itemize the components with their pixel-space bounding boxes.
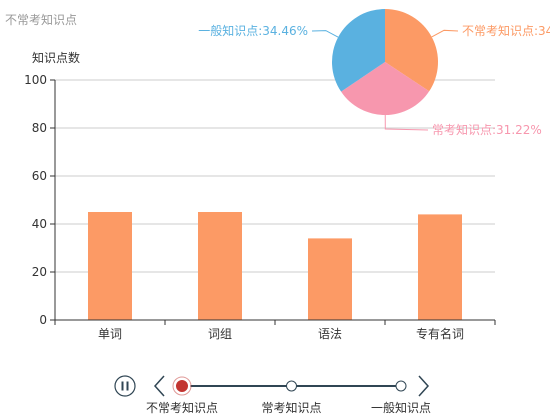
pie-label-line [431,29,459,38]
y-tick-label: 40 [32,217,47,231]
bar-series [88,212,462,320]
y-tick-label: 0 [39,313,47,327]
timeline-label[interactable]: 不常考知识点 [146,401,218,415]
timeline-node[interactable] [286,380,297,392]
pie-label-line [384,114,429,131]
chart-title: 不常考知识点 [5,13,77,27]
bar [88,212,132,320]
bar [308,238,352,320]
timeline-control[interactable]: 不常考知识点 常考知识点 一般知识点 [114,375,431,415]
pause-button[interactable] [114,375,136,397]
pie-slice-label: 常考知识点:31.22% [432,123,542,137]
pie-slice-label: 一般知识点:34.46% [198,23,308,38]
pie-chart: 不常考知识点:34.32% 常考知识点:31.22% 一般知识点:34.46% [198,9,550,137]
x-tick-label: 语法 [318,327,342,341]
pie-label-line [311,30,339,38]
x-tick-label: 专有名词 [416,326,464,341]
pie-slice [341,62,430,115]
timeline-label[interactable]: 一般知识点 [371,400,431,415]
y-tick-label: 20 [32,265,47,279]
bar [418,214,462,320]
next-chevron-icon[interactable] [418,375,430,397]
timeline-node-ring [172,376,192,396]
y-tick-label: 80 [32,121,47,135]
x-tick-label: 词组 [208,327,232,341]
pie-slice [385,9,438,92]
bar [198,212,242,320]
timeline-node[interactable] [395,380,407,392]
pie-slice-label: 不常考知识点:34.32% [462,24,550,38]
y-axis-ticks: 0 20 40 60 80 100 [24,73,55,327]
timeline-node-active[interactable] [174,378,190,394]
x-axis-ticks: 单词 词组 语法 专有名词 [54,320,496,341]
timeline-label[interactable]: 常考知识点 [261,401,321,415]
pie-slice [332,9,385,92]
y-tick-label: 60 [32,169,47,183]
y-axis-label: 知识点数 [32,50,80,65]
prev-chevron-icon[interactable] [153,375,165,397]
x-tick-label: 单词 [98,327,122,341]
pause-icon [126,381,129,391]
pause-icon [121,381,124,391]
y-tick-label: 100 [24,73,47,87]
